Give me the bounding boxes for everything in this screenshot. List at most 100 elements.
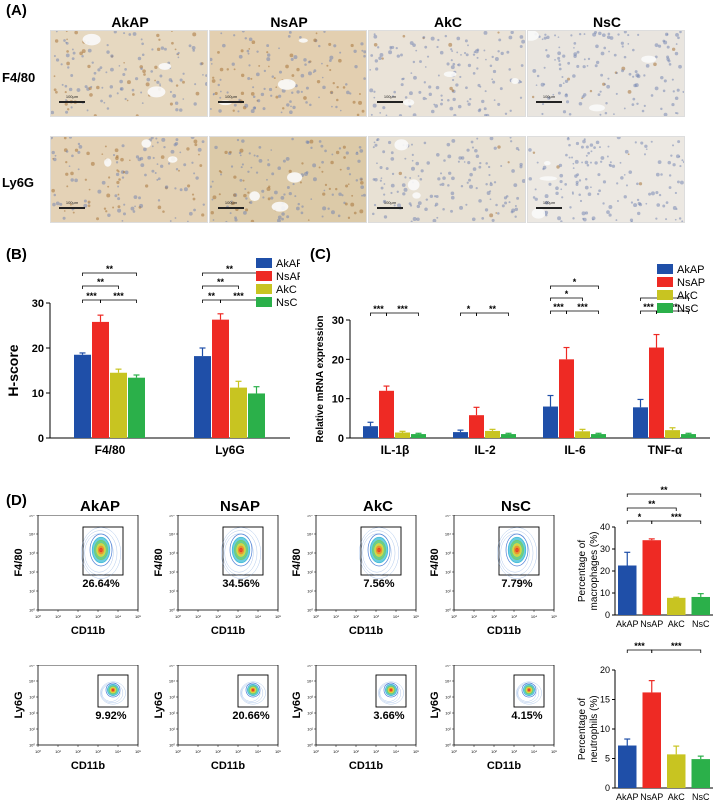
- cell-nucleus: [426, 161, 430, 165]
- cell-nucleus: [565, 153, 568, 157]
- x-tick-label: IL-6: [564, 443, 586, 457]
- cell-nucleus: [212, 93, 215, 96]
- cell-nucleus: [441, 182, 445, 186]
- cell-nucleus: [224, 150, 228, 155]
- cell-nucleus: [489, 182, 493, 187]
- cell-nucleus: [665, 201, 669, 204]
- cell-nucleus: [493, 99, 496, 101]
- cell-nucleus: [469, 184, 473, 189]
- cell-nucleus: [103, 101, 106, 104]
- cell-nucleus: [615, 71, 618, 75]
- cell-nucleus: [212, 195, 217, 200]
- cell-nucleus: [81, 54, 84, 58]
- cell-nucleus: [286, 103, 290, 107]
- cell-nucleus: [435, 85, 440, 90]
- cell-nucleus: [115, 161, 119, 164]
- cell-nucleus: [123, 32, 126, 35]
- cell-nucleus: [87, 48, 92, 53]
- density-contour: [101, 684, 121, 702]
- vessel-lumen: [104, 158, 112, 167]
- cell-nucleus: [662, 204, 666, 208]
- cell-nucleus: [543, 66, 546, 69]
- cell-nucleus: [296, 67, 300, 72]
- cell-nucleus: [97, 189, 102, 194]
- cell-nucleus: [151, 169, 155, 173]
- cell-nucleus: [171, 41, 174, 45]
- cell-nucleus: [671, 102, 675, 107]
- y-tick-label: 10³: [169, 695, 175, 700]
- cell-nucleus: [594, 161, 598, 165]
- cell-nucleus: [292, 105, 296, 110]
- cell-nucleus: [372, 103, 377, 108]
- cell-nucleus: [587, 57, 591, 61]
- cell-nucleus: [557, 36, 560, 38]
- cell-nucleus: [495, 212, 498, 214]
- cell-nucleus: [233, 34, 236, 37]
- cell-nucleus: [396, 54, 400, 58]
- y-tick-label: 10⁵: [307, 515, 313, 518]
- density-contour: [360, 530, 396, 576]
- cell-nucleus: [69, 203, 72, 206]
- cell-nucleus: [232, 109, 235, 112]
- cell-nucleus: [333, 44, 337, 48]
- cell-nucleus: [488, 173, 491, 177]
- cell-nucleus: [488, 165, 491, 169]
- cell-nucleus: [67, 66, 70, 69]
- cell-nucleus: [617, 33, 620, 36]
- cell-nucleus: [277, 166, 282, 171]
- cell-nucleus: [429, 194, 434, 199]
- cell-nucleus: [316, 79, 321, 84]
- cell-nucleus: [205, 82, 207, 86]
- cell-nucleus: [71, 57, 75, 61]
- cell-nucleus: [540, 82, 545, 87]
- cell-nucleus: [289, 53, 294, 58]
- cell-nucleus: [555, 186, 559, 191]
- cell-nucleus: [383, 193, 386, 196]
- cell-nucleus: [572, 167, 575, 169]
- cell-nucleus: [283, 193, 286, 196]
- scale-bar-label: 100μm: [543, 200, 556, 205]
- cell-nucleus: [262, 196, 265, 199]
- cell-nucleus: [674, 111, 677, 114]
- cell-nucleus: [623, 55, 627, 59]
- significance-label: ***: [553, 302, 564, 312]
- cell-nucleus: [258, 145, 262, 149]
- cell-nucleus: [256, 50, 259, 53]
- cell-nucleus: [157, 199, 161, 202]
- cell-nucleus: [330, 160, 334, 165]
- cell-nucleus: [410, 220, 413, 222]
- cell-nucleus: [511, 169, 515, 173]
- cell-nucleus: [344, 202, 348, 206]
- gate-percentage: 26.64%: [82, 578, 120, 590]
- vessel-lumen: [158, 63, 172, 70]
- y-tick-label: 10³: [445, 551, 451, 556]
- cell-nucleus: [544, 194, 549, 199]
- cell-nucleus: [294, 195, 297, 198]
- x-tick-label: 10³: [235, 614, 241, 619]
- cell-nucleus: [477, 109, 481, 113]
- y-axis-label: macrophages (%): [589, 532, 600, 611]
- cell-nucleus: [250, 219, 255, 222]
- gate-box: [513, 674, 545, 708]
- cell-nucleus: [504, 201, 508, 205]
- x-tick-label: 10⁵: [551, 614, 557, 619]
- cell-nucleus: [373, 90, 376, 93]
- cell-nucleus: [501, 204, 505, 208]
- significance-bracket: [476, 312, 509, 316]
- cell-nucleus: [378, 56, 382, 61]
- cell-nucleus: [280, 111, 283, 114]
- x-tick-label: 10⁵: [413, 749, 419, 754]
- cell-nucleus: [379, 179, 382, 182]
- cell-nucleus: [465, 53, 469, 57]
- x-tick-label: 10⁰: [175, 749, 181, 754]
- cell-nucleus: [78, 145, 83, 149]
- cell-nucleus: [267, 163, 271, 167]
- cell-nucleus: [437, 177, 441, 181]
- cell-nucleus: [470, 140, 474, 144]
- cell-nucleus: [616, 199, 619, 203]
- cell-nucleus: [130, 206, 135, 211]
- cell-nucleus: [192, 32, 197, 37]
- cell-nucleus: [568, 112, 572, 116]
- cell-nucleus: [321, 160, 324, 164]
